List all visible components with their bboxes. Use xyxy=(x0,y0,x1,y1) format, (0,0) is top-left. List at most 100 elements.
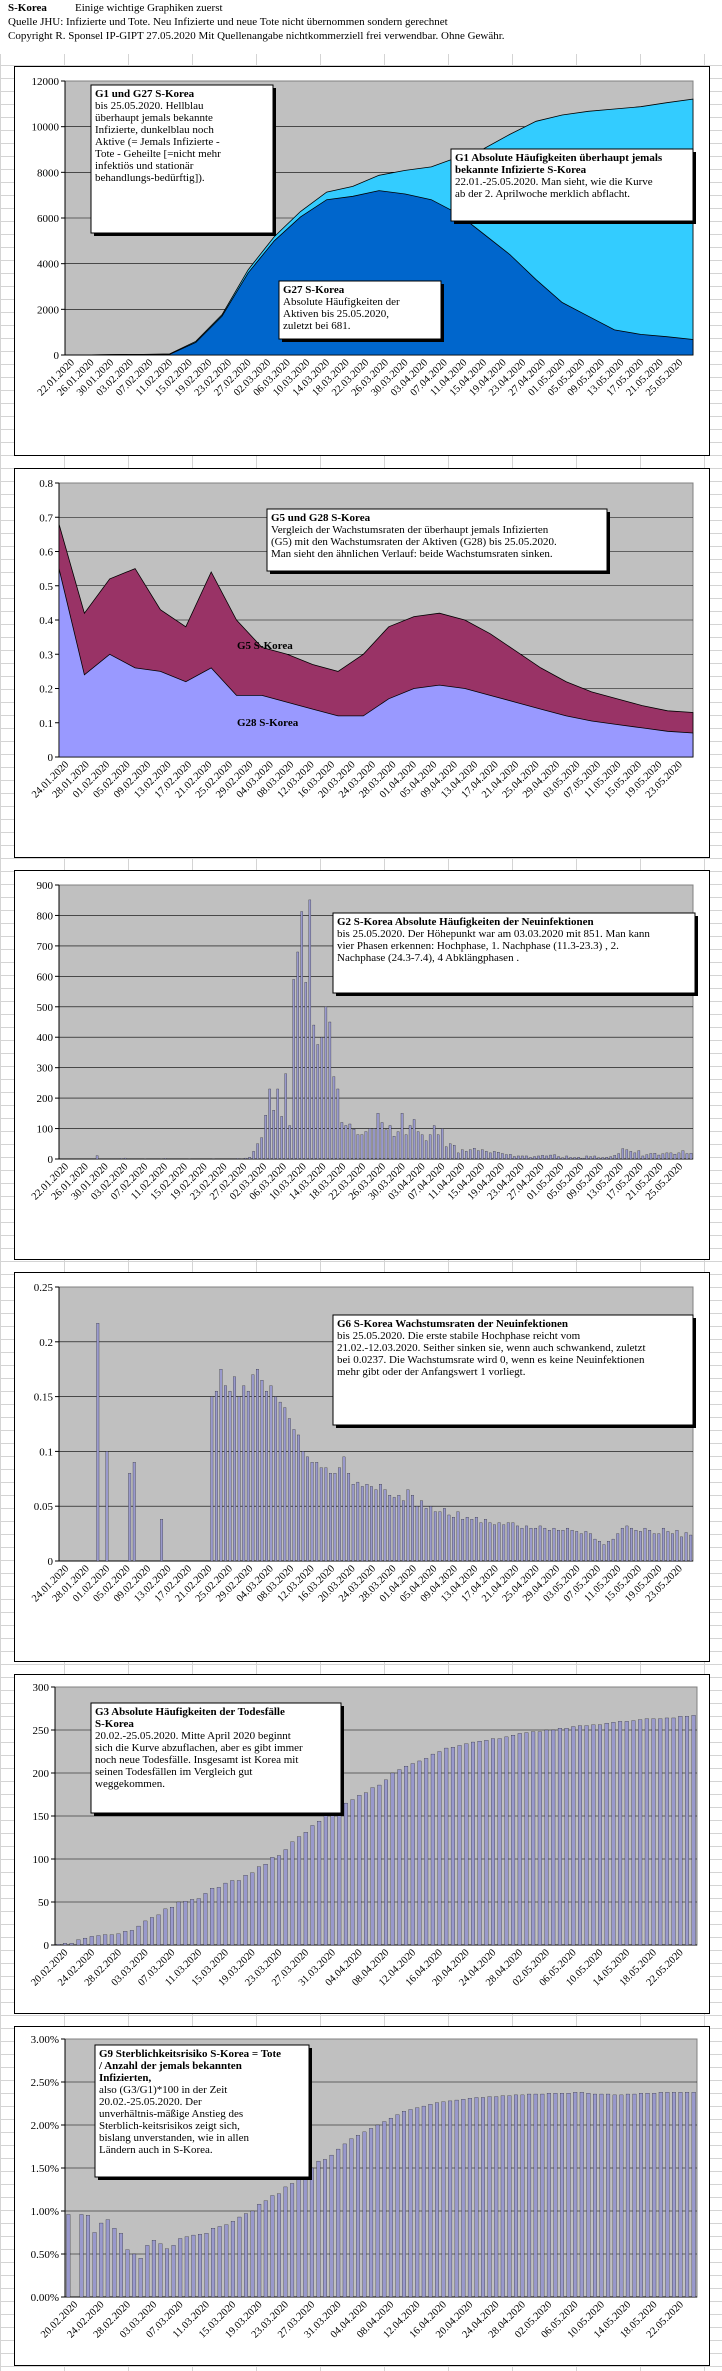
g3-bar xyxy=(404,1765,409,1946)
g6-bar xyxy=(319,1467,323,1562)
g5g28-ytick-label: 0.2 xyxy=(39,684,53,696)
g2-bar xyxy=(661,1153,665,1160)
g2-bar xyxy=(376,1113,380,1160)
g9-bar xyxy=(158,2243,163,2298)
g3-bar xyxy=(216,1887,221,1946)
g6-bar xyxy=(639,1531,642,1562)
g6-bar xyxy=(529,1527,533,1562)
chart-g9[interactable]: 3.00% 2.50% 2.00% 1.50% 1.00% 0.50% 0.00% 20.02… xyxy=(14,2026,710,2366)
g9-bar xyxy=(593,2093,597,2298)
g9-bar xyxy=(263,2200,268,2298)
g6-bar xyxy=(310,1462,314,1562)
g2-bar xyxy=(252,1151,255,1160)
chart-g3[interactable]: 300 250 200 150 100 50 0 20.02.2020 24.02.2020 28… xyxy=(14,1674,710,2014)
g3-bar xyxy=(417,1760,422,1946)
g2-bar xyxy=(272,1110,275,1160)
g28-series-label: G28 S-Korea xyxy=(237,717,299,729)
g2-ytick-label: 0 xyxy=(48,1154,54,1166)
g2-bar xyxy=(236,1158,239,1160)
g2-bar xyxy=(621,1148,625,1160)
g9-bar xyxy=(92,2232,97,2298)
g2-ytick-label: 700 xyxy=(37,941,54,953)
g9-bar xyxy=(415,2107,420,2298)
g6-bar xyxy=(365,1484,369,1562)
cell-a1[interactable]: S-Korea xyxy=(8,2,47,14)
g6-bar xyxy=(520,1527,524,1562)
g2-ytick-label: 500 xyxy=(37,1002,54,1014)
chart-g1-g27[interactable]: 12000 10000 8000 6000 4000 2000 0 22.01.2020 26.… xyxy=(14,66,710,456)
g6-bar xyxy=(233,1376,236,1562)
g9-bar xyxy=(408,2109,413,2298)
g1g27-ytick-label: 0 xyxy=(54,350,60,362)
g9-ytick-label: 1.00% xyxy=(31,2206,59,2218)
g2-bar xyxy=(585,1155,588,1160)
g9-bar xyxy=(217,2226,222,2298)
g5g28-note-a-text: Vergleich der Wachstumsraten der überhau… xyxy=(271,524,557,560)
g9-bar xyxy=(639,2093,643,2298)
g3-bar xyxy=(531,1731,536,1946)
g2-bar xyxy=(689,1153,693,1160)
g2-ytick-label: 600 xyxy=(37,971,54,983)
g1g27-note-b: G1 Absolute Häufigkeiten überhaupt jemal… xyxy=(450,148,696,224)
copyright-line[interactable]: Copyright R. Sponsel IP-GIPT 27.05.2020 … xyxy=(8,30,505,42)
g9-bar xyxy=(184,2236,189,2298)
g6-note-a-title: G6 S-Korea Wachstumsraten der Neuinfekti… xyxy=(337,1318,568,1330)
g6-bar xyxy=(329,1473,332,1562)
g2-bar xyxy=(316,1044,320,1160)
g5g28-ytick-label: 0.8 xyxy=(39,478,53,490)
g3-note-a: G3 Absolute Häufigkeiten der Todesfälle S… xyxy=(90,1702,344,1816)
cell-b1[interactable]: Einige wichtige Graphiken zuerst xyxy=(75,2,223,14)
chart-g5-g28[interactable]: 0.8 0.7 0.6 0.5 0.4 0.3 0.2 0.1 0 24.01.2020 28.01… xyxy=(14,468,710,858)
g3-bar xyxy=(263,1864,268,1946)
g6-bar xyxy=(575,1531,579,1562)
g2-bar xyxy=(372,1128,376,1160)
g3-bar xyxy=(337,1805,342,1946)
g2-bar xyxy=(123,1157,127,1160)
g2-bar xyxy=(428,1134,432,1160)
g9-bar xyxy=(296,2177,301,2298)
g3-bar xyxy=(270,1857,275,1946)
g9-bar xyxy=(441,2101,446,2298)
g2-bar xyxy=(637,1150,641,1160)
g9-bar xyxy=(533,2093,538,2298)
g9-bar xyxy=(86,2215,90,2298)
g6-bar xyxy=(611,1538,615,1562)
g3-bar xyxy=(350,1799,355,1946)
g6-bar xyxy=(511,1522,515,1562)
g3-bar xyxy=(103,1934,108,1946)
g3-bar xyxy=(511,1735,516,1946)
g6-ytick-label: 0 xyxy=(48,1556,54,1568)
chart-g2-svg: 900800700600500400300200100022.01.202026… xyxy=(30,880,698,1203)
g9-bar xyxy=(323,2159,327,2298)
g2-bar xyxy=(525,1155,528,1160)
g9-bar xyxy=(454,2099,459,2298)
source-line[interactable]: Quelle JHU: Infizierte und Tote. Neu Inf… xyxy=(8,16,448,28)
g3-bar xyxy=(203,1893,208,1946)
g1g27-note-c-text: Absolute Häufigkeiten der Aktiven bis 25.… xyxy=(283,296,400,332)
g2-bar xyxy=(412,1119,416,1160)
g9-bar xyxy=(395,2114,400,2298)
chart-g1-g27-svg: 12000100008000600040002000022.01.202026.… xyxy=(32,76,696,399)
g6-bar xyxy=(292,1429,296,1562)
g2-note-a-frame xyxy=(332,912,696,994)
g6-bar xyxy=(630,1527,633,1562)
g9-bar xyxy=(356,2135,360,2298)
g2-bar xyxy=(244,1157,247,1160)
g9-bar xyxy=(474,2097,479,2298)
g9-bar xyxy=(566,2093,571,2298)
g9-bar xyxy=(467,2098,472,2298)
g9-bar xyxy=(560,2093,564,2298)
g2-bar xyxy=(436,1134,440,1160)
g2-bar xyxy=(545,1155,548,1160)
g3-bar xyxy=(497,1738,502,1946)
chart-g6[interactable]: 0.25 0.2 0.15 0.1 0.05 0 24.01.2020 28.01.2020 0… xyxy=(14,1272,710,1662)
g9-ytick-label: 0.00% xyxy=(31,2292,59,2304)
g9-bar xyxy=(382,2121,387,2298)
g9-bar xyxy=(428,2104,433,2298)
g6-bar xyxy=(420,1500,423,1562)
g2-bar xyxy=(657,1154,661,1160)
g2-bar xyxy=(489,1152,492,1160)
g3-bar xyxy=(450,1747,455,1946)
chart-g2[interactable]: 900 800 700 600 500 400 300 200 100 0 22.01.2020 26… xyxy=(14,870,710,1260)
